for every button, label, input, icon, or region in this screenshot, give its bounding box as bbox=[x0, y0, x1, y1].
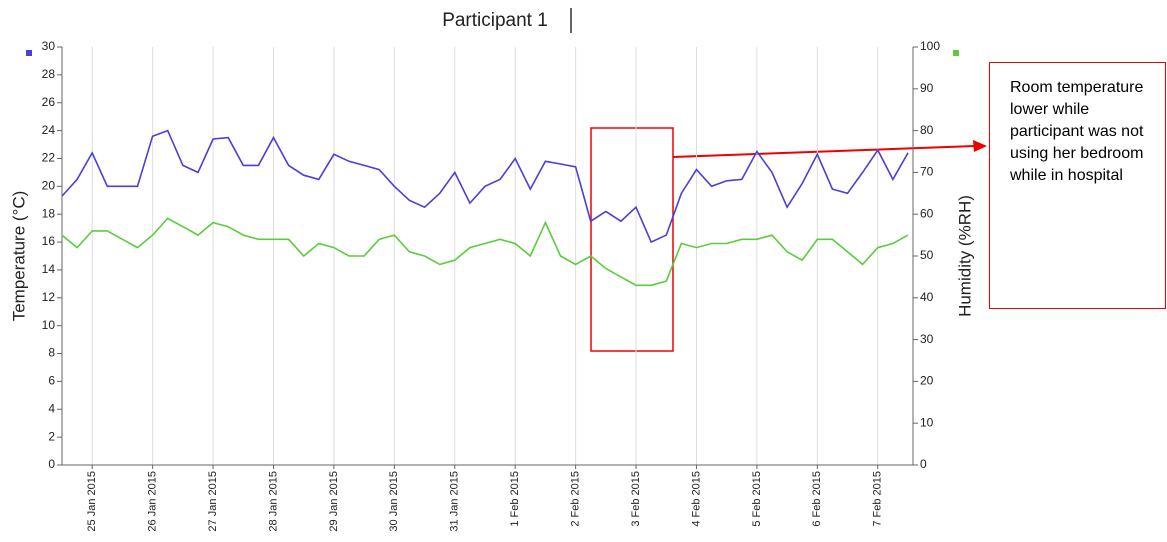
data-line bbox=[61, 129, 909, 244]
y-tick-label: 18 bbox=[42, 206, 56, 220]
y2-tick-label: 0 bbox=[920, 457, 927, 471]
y-tick-label: 0 bbox=[48, 457, 55, 471]
y2-tick-label: 70 bbox=[920, 165, 934, 179]
y2-tick-label: 90 bbox=[920, 81, 934, 95]
chart-title: Participant 1 bbox=[442, 10, 548, 31]
y-tick-label: 6 bbox=[48, 374, 55, 388]
y2-tick-label: 10 bbox=[920, 415, 934, 429]
y2-tick-label: 60 bbox=[920, 206, 934, 220]
x-tick-label: 25 Jan 2015 bbox=[86, 471, 98, 532]
arrow bbox=[672, 145, 976, 158]
y-tick-label: 8 bbox=[48, 346, 55, 360]
x-tick-label: 28 Jan 2015 bbox=[267, 471, 279, 532]
highlight-box bbox=[590, 127, 674, 352]
x-tick-label: 4 Feb 2015 bbox=[690, 471, 702, 527]
y2-tick-label: 80 bbox=[920, 123, 934, 137]
y-tick-label: 20 bbox=[42, 179, 56, 193]
x-tick-label: 27 Jan 2015 bbox=[207, 471, 219, 532]
x-tick-label: 2 Feb 2015 bbox=[570, 471, 582, 527]
y-axis-label: Temperature (°C) bbox=[9, 191, 28, 322]
x-tick-label: 3 Feb 2015 bbox=[630, 471, 642, 527]
y2-tick-label: 50 bbox=[920, 248, 934, 262]
x-tick-label: 26 Jan 2015 bbox=[147, 471, 159, 532]
y-tick-label: 26 bbox=[42, 95, 56, 109]
x-tick-label: 31 Jan 2015 bbox=[449, 471, 461, 532]
y-tick-label: 16 bbox=[42, 234, 56, 248]
legend-swatch bbox=[26, 50, 32, 56]
y2-tick-label: 40 bbox=[920, 290, 934, 304]
y-tick-label: 28 bbox=[42, 67, 56, 81]
y-tick-label: 4 bbox=[48, 401, 55, 415]
annotation: Room temperature lower while participant… bbox=[989, 62, 1166, 309]
x-tick-label: 30 Jan 2015 bbox=[388, 471, 400, 532]
y2-tick-label: 30 bbox=[920, 332, 934, 346]
x-tick-label: 6 Feb 2015 bbox=[811, 471, 823, 527]
y-tick-label: 30 bbox=[42, 39, 56, 53]
arrow-head bbox=[973, 140, 987, 152]
y-tick-label: 12 bbox=[42, 290, 56, 304]
y-tick-label: 10 bbox=[42, 318, 56, 332]
y2-tick-label: 100 bbox=[920, 39, 940, 53]
x-tick-label: 5 Feb 2015 bbox=[751, 471, 763, 527]
y-tick-label: 2 bbox=[48, 429, 55, 443]
data-line bbox=[61, 217, 909, 287]
y2-axis-label: Humidity (%RH) bbox=[955, 195, 974, 317]
y-tick-label: 24 bbox=[42, 123, 56, 137]
x-tick-label: 1 Feb 2015 bbox=[509, 471, 521, 527]
y2-tick-label: 20 bbox=[920, 374, 934, 388]
y-tick-label: 22 bbox=[42, 151, 56, 165]
x-tick-label: 29 Jan 2015 bbox=[328, 471, 340, 532]
legend-swatch bbox=[953, 50, 959, 56]
x-tick-label: 7 Feb 2015 bbox=[872, 471, 884, 527]
y-tick-label: 14 bbox=[42, 262, 56, 276]
